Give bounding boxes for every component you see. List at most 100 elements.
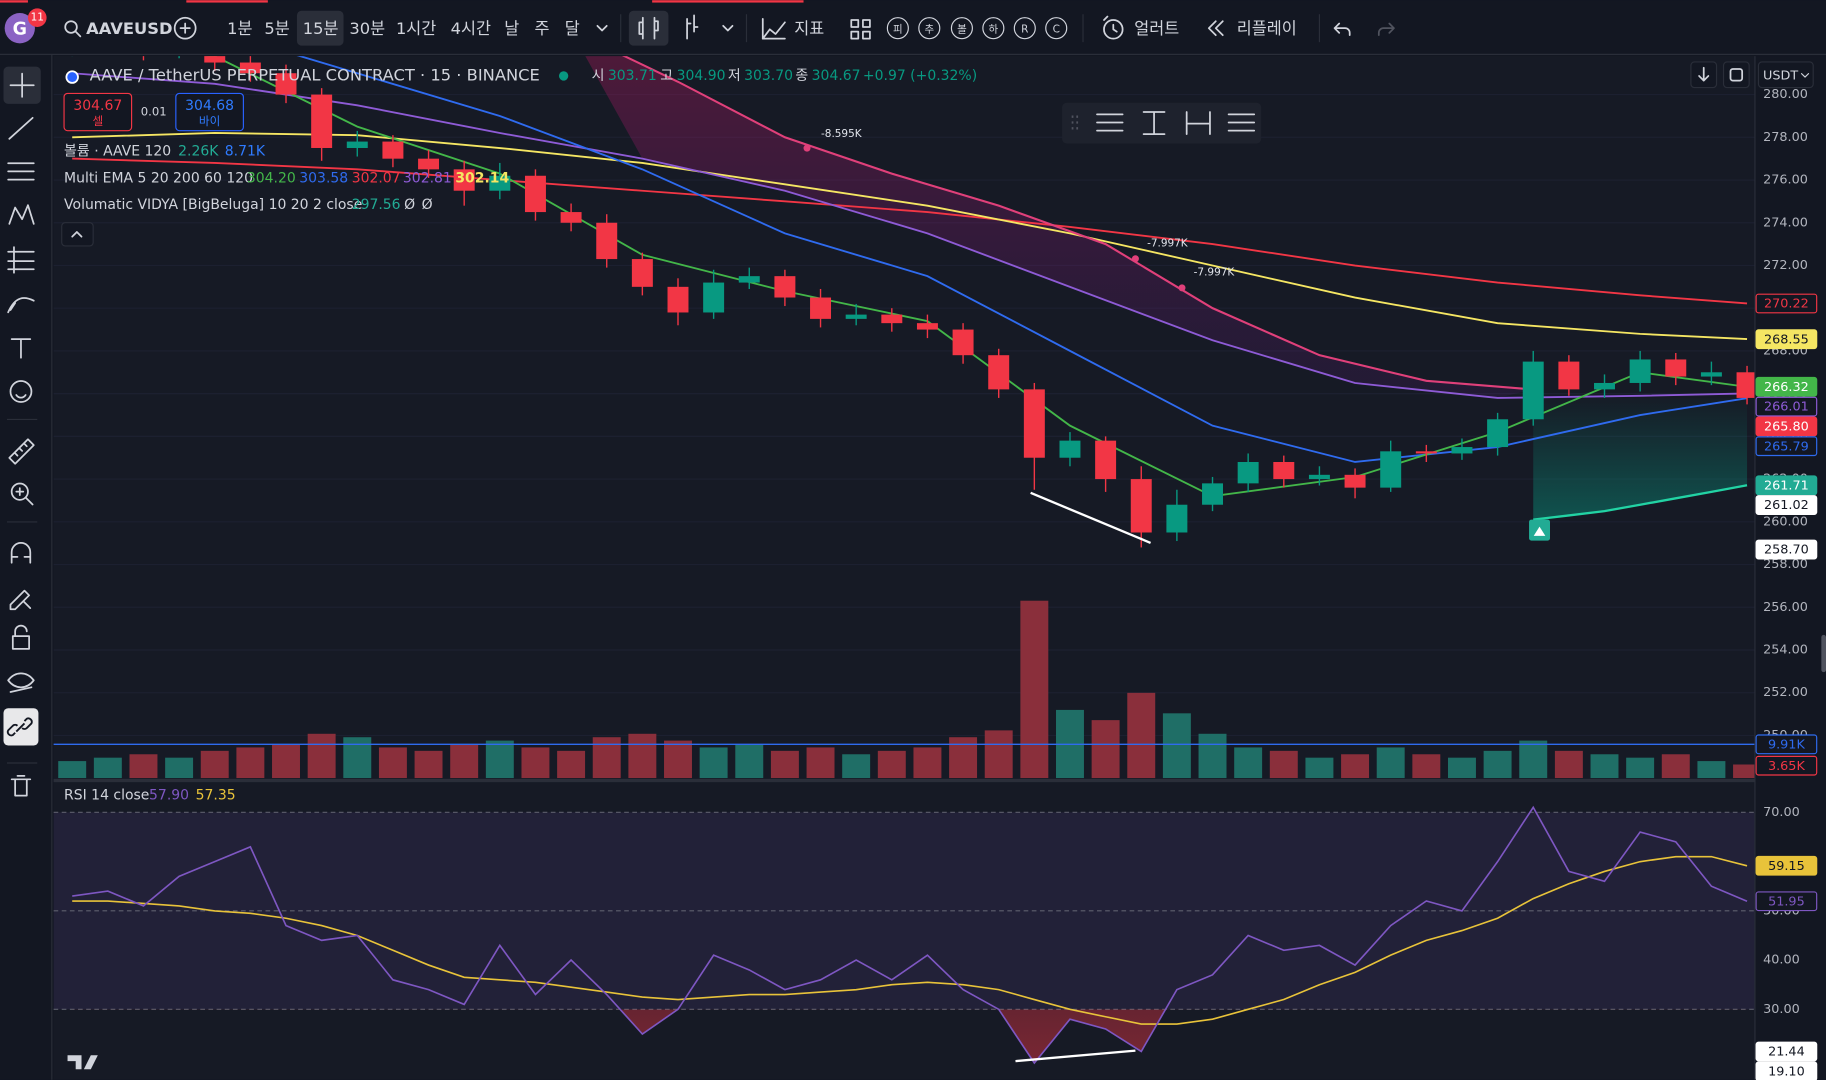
side-handle[interactable]	[1821, 634, 1826, 673]
candle-body	[810, 297, 832, 319]
text-button[interactable]	[10, 338, 32, 359]
buy-button[interactable]	[175, 92, 244, 132]
replay-button[interactable]: 리플레이	[1237, 19, 1297, 38]
quick-button[interactable]	[918, 17, 941, 40]
symbol[interactable]: AAVEUSD	[86, 19, 172, 38]
quick-button[interactable]	[1013, 17, 1036, 40]
candle-body	[1700, 372, 1722, 377]
drawing-mode-button[interactable]	[9, 589, 32, 611]
ohlc-key: 고	[660, 68, 673, 84]
ruler-button[interactable]	[8, 438, 35, 465]
price-badge	[1755, 734, 1818, 755]
volume-bar	[272, 744, 300, 779]
quick-button[interactable]	[950, 17, 973, 40]
trash-button[interactable]	[10, 774, 32, 797]
candle-type-button[interactable]	[628, 10, 669, 46]
buy-price: 304.68	[185, 98, 234, 114]
bar-type-button[interactable]	[686, 14, 699, 40]
interval-button[interactable]: 4시간	[451, 19, 491, 38]
price-badge	[1755, 855, 1818, 876]
annotation: -8.595K	[821, 128, 863, 140]
drag-handle[interactable]	[1071, 115, 1079, 130]
candle-body	[952, 329, 974, 356]
quick-button[interactable]	[1045, 17, 1068, 40]
tool-settings[interactable]	[1096, 113, 1124, 132]
price-badge-label: 21.44	[1768, 1045, 1805, 1060]
indicator-value: 2.26K	[178, 144, 219, 160]
interval-button[interactable]: 주	[535, 19, 550, 38]
interval-button[interactable]: 15분	[303, 19, 339, 38]
indicators-button[interactable]: 지표	[794, 19, 824, 38]
volume-bar	[1626, 757, 1655, 779]
ohlc-value: 303.71	[608, 68, 657, 84]
vidya-fill	[1533, 398, 1748, 520]
tradingview-logo[interactable]	[67, 1055, 98, 1070]
pattern-button[interactable]	[8, 204, 35, 225]
volume-bar	[1661, 754, 1690, 779]
compare-button[interactable]	[173, 16, 197, 40]
indicators-icon[interactable]	[761, 17, 786, 40]
currency-button[interactable]	[1757, 61, 1814, 89]
search-button[interactable]: AAVEUSD	[64, 19, 173, 38]
interval-button[interactable]: 30분	[349, 19, 385, 38]
ema-line	[72, 157, 1748, 305]
sell-button[interactable]	[63, 92, 133, 132]
brush-button[interactable]	[7, 297, 35, 314]
avatar[interactable]	[4, 13, 35, 44]
candle-body	[916, 323, 938, 330]
redo-button[interactable]	[1377, 22, 1395, 37]
interval-button[interactable]: 5분	[264, 19, 289, 38]
trendline-button[interactable]	[8, 116, 34, 140]
collapse-legend-button[interactable]	[61, 222, 94, 247]
volume-bar	[1198, 733, 1227, 779]
price-plot	[53, 56, 1755, 779]
chevron[interactable]	[596, 24, 608, 32]
emoji-button[interactable]	[9, 380, 33, 403]
volume-bar	[913, 747, 942, 779]
alert-button[interactable]: 얼러트	[1134, 19, 1179, 38]
indicator-name: RSI 14 close	[64, 788, 149, 804]
candle-body	[1487, 419, 1509, 448]
sell-price: 304.67	[73, 98, 122, 114]
fib-button[interactable]	[7, 162, 35, 181]
y-tick-label: 252.00	[1763, 685, 1808, 700]
interval-button[interactable]: 달	[565, 19, 580, 38]
volume-bar	[378, 747, 407, 779]
candle-body	[1736, 372, 1755, 398]
candle-body	[1059, 440, 1081, 458]
chevron[interactable]	[722, 24, 734, 32]
forecast-button[interactable]	[7, 246, 35, 274]
volume-bar	[557, 750, 586, 779]
quick-button[interactable]	[982, 17, 1005, 40]
quick-button[interactable]	[886, 17, 909, 40]
candle-body	[1451, 447, 1473, 454]
lock-button[interactable]	[11, 624, 30, 650]
tool-more[interactable]	[1227, 113, 1256, 132]
visibility-button[interactable]	[7, 672, 35, 693]
magnet-button[interactable]	[10, 542, 32, 564]
zoom-button[interactable]	[10, 482, 29, 501]
tool-height[interactable]	[1142, 111, 1166, 136]
candle-body	[1665, 359, 1687, 377]
tool-width[interactable]	[1185, 111, 1211, 136]
alert-icon[interactable]	[1103, 19, 1124, 40]
symbol-logo	[65, 70, 79, 84]
volume-bar	[165, 757, 194, 779]
quick-button-label: R	[1021, 23, 1028, 35]
interval-button[interactable]: 1분	[227, 19, 252, 38]
price-badge-label: 266.01	[1764, 400, 1809, 415]
buy-label: 바이	[199, 114, 220, 128]
divergence-line	[1030, 491, 1152, 544]
interval-button[interactable]: 날	[504, 19, 519, 38]
auto-scale-button[interactable]	[1722, 61, 1750, 89]
price-badge	[1755, 329, 1818, 350]
replay-icon[interactable]	[1207, 20, 1224, 37]
undo-button[interactable]	[1333, 22, 1351, 37]
interval-button[interactable]: 1시간	[396, 19, 436, 38]
currency: USDT	[1763, 68, 1798, 83]
price-badge-label: 59.15	[1768, 859, 1805, 874]
candle-icon	[638, 16, 659, 40]
layouts-button[interactable]	[850, 19, 871, 40]
candle-body	[1095, 440, 1117, 480]
